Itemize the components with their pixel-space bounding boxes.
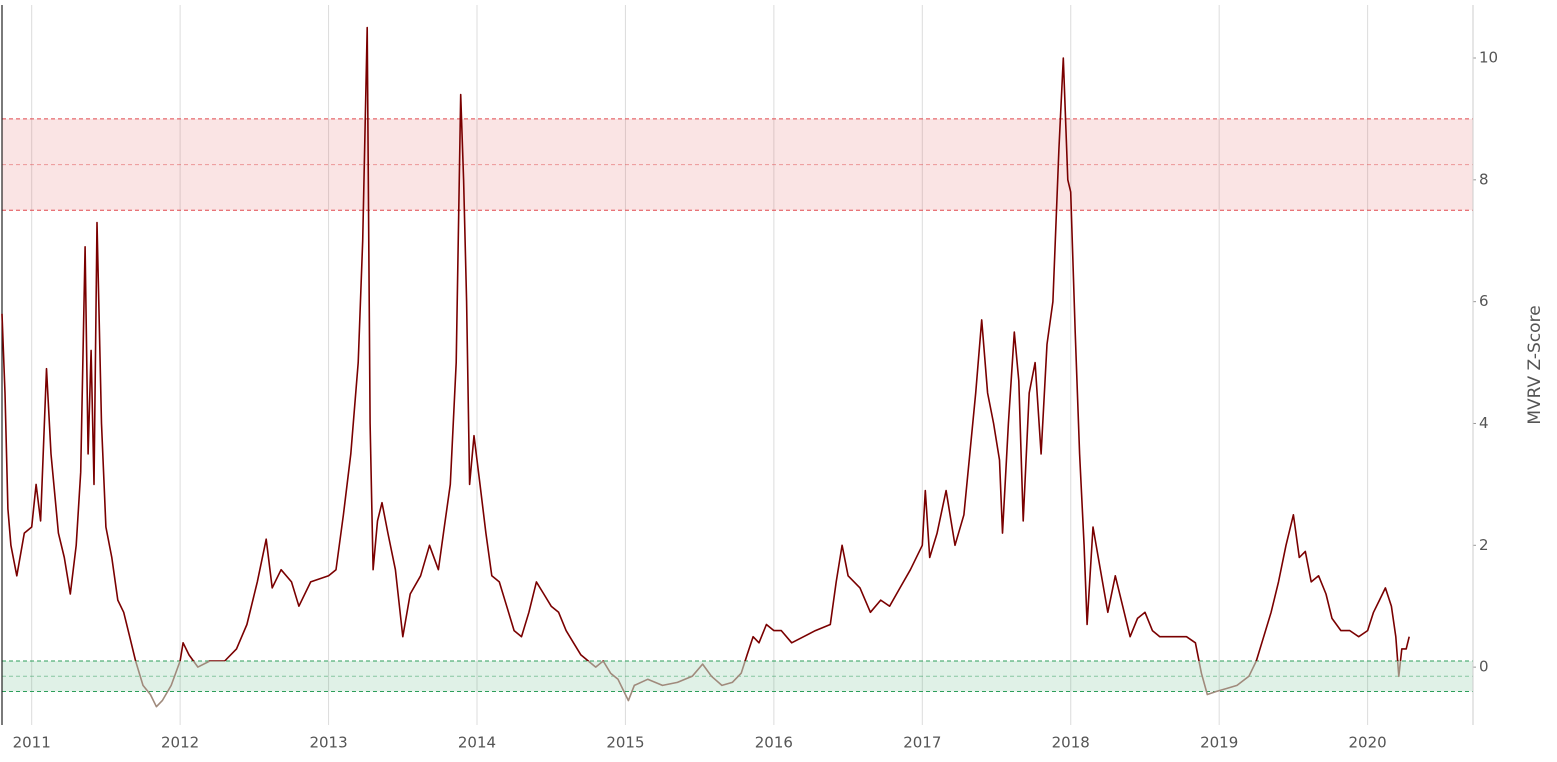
x-tick-label: 2013 xyxy=(309,734,347,752)
series-line xyxy=(1,26,1410,708)
x-tick-label: 2014 xyxy=(458,734,496,752)
y-tick-label: 0 xyxy=(1479,658,1489,676)
y-tick-label: 8 xyxy=(1479,170,1489,188)
y-tick-label: 4 xyxy=(1479,414,1489,432)
x-tick-label: 2020 xyxy=(1349,734,1387,752)
y-tick-label: 6 xyxy=(1479,292,1489,310)
y-tick-label: 10 xyxy=(1479,48,1498,66)
y-axis-title: MVRV Z-Score xyxy=(1525,305,1545,424)
x-tick-label: 2012 xyxy=(161,734,199,752)
x-tick-label: 2018 xyxy=(1052,734,1090,752)
x-tick-label: 2019 xyxy=(1200,734,1238,752)
x-tick-label: 2016 xyxy=(755,734,793,752)
x-tick-label: 2011 xyxy=(13,734,51,752)
y-tick-label: 2 xyxy=(1479,536,1489,554)
x-tick-label: 2017 xyxy=(903,734,941,752)
x-tick-label: 2015 xyxy=(606,734,644,752)
